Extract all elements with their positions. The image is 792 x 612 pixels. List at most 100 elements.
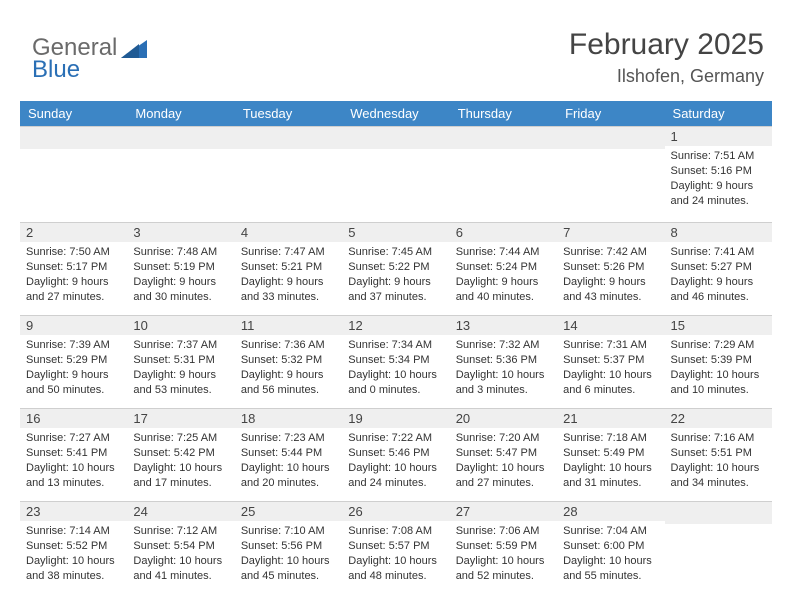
empty-day-number (342, 127, 449, 149)
day-cell: 11Sunrise: 7:36 AMSunset: 5:32 PMDayligh… (235, 316, 342, 409)
day-cell (127, 127, 234, 223)
day-cell: 3Sunrise: 7:48 AMSunset: 5:19 PMDaylight… (127, 223, 234, 316)
daylight-text: Daylight: 9 hours and 43 minutes. (563, 275, 658, 305)
daylight-text: Daylight: 9 hours and 27 minutes. (26, 275, 121, 305)
day-cell: 19Sunrise: 7:22 AMSunset: 5:46 PMDayligh… (342, 409, 449, 502)
sunrise-text: Sunrise: 7:50 AM (26, 245, 121, 260)
sunrise-text: Sunrise: 7:27 AM (26, 431, 121, 446)
sunset-text: Sunset: 5:51 PM (671, 446, 766, 461)
daylight-text: Daylight: 10 hours and 34 minutes. (671, 461, 766, 491)
day-number: 7 (557, 223, 664, 242)
daylight-text: Daylight: 9 hours and 40 minutes. (456, 275, 551, 305)
sunrise-text: Sunrise: 7:32 AM (456, 338, 551, 353)
sunset-text: Sunset: 5:22 PM (348, 260, 443, 275)
daylight-text: Daylight: 10 hours and 31 minutes. (563, 461, 658, 491)
sunset-text: Sunset: 5:47 PM (456, 446, 551, 461)
daylight-text: Daylight: 10 hours and 13 minutes. (26, 461, 121, 491)
sunset-text: Sunset: 5:17 PM (26, 260, 121, 275)
day-body: Sunrise: 7:22 AMSunset: 5:46 PMDaylight:… (342, 428, 449, 501)
day-body: Sunrise: 7:44 AMSunset: 5:24 PMDaylight:… (450, 242, 557, 315)
day-cell: 4Sunrise: 7:47 AMSunset: 5:21 PMDaylight… (235, 223, 342, 316)
day-number: 20 (450, 409, 557, 428)
sunset-text: Sunset: 5:49 PM (563, 446, 658, 461)
day-number: 1 (665, 127, 772, 146)
day-cell (665, 502, 772, 598)
daylight-text: Daylight: 10 hours and 17 minutes. (133, 461, 228, 491)
week-row: 23Sunrise: 7:14 AMSunset: 5:52 PMDayligh… (20, 502, 772, 598)
sunset-text: Sunset: 5:29 PM (26, 353, 121, 368)
day-cell: 26Sunrise: 7:08 AMSunset: 5:57 PMDayligh… (342, 502, 449, 598)
daylight-text: Daylight: 9 hours and 33 minutes. (241, 275, 336, 305)
empty-day-body (127, 149, 234, 222)
day-cell: 22Sunrise: 7:16 AMSunset: 5:51 PMDayligh… (665, 409, 772, 502)
calendar-page: General February 2025 Ilshofen, Germany … (0, 0, 792, 612)
day-cell: 25Sunrise: 7:10 AMSunset: 5:56 PMDayligh… (235, 502, 342, 598)
sunrise-text: Sunrise: 7:25 AM (133, 431, 228, 446)
day-body: Sunrise: 7:31 AMSunset: 5:37 PMDaylight:… (557, 335, 664, 408)
day-cell: 12Sunrise: 7:34 AMSunset: 5:34 PMDayligh… (342, 316, 449, 409)
empty-day-body (235, 149, 342, 222)
day-number: 6 (450, 223, 557, 242)
day-cell (20, 127, 127, 223)
day-body: Sunrise: 7:39 AMSunset: 5:29 PMDaylight:… (20, 335, 127, 408)
empty-day-body (450, 149, 557, 222)
daylight-text: Daylight: 9 hours and 56 minutes. (241, 368, 336, 398)
day-cell: 13Sunrise: 7:32 AMSunset: 5:36 PMDayligh… (450, 316, 557, 409)
sunset-text: Sunset: 5:37 PM (563, 353, 658, 368)
sunrise-text: Sunrise: 7:44 AM (456, 245, 551, 260)
day-number: 24 (127, 502, 234, 521)
sunset-text: Sunset: 5:36 PM (456, 353, 551, 368)
sunrise-text: Sunrise: 7:22 AM (348, 431, 443, 446)
day-number: 2 (20, 223, 127, 242)
day-header-row: Sunday Monday Tuesday Wednesday Thursday… (20, 101, 772, 127)
day-body: Sunrise: 7:12 AMSunset: 5:54 PMDaylight:… (127, 521, 234, 594)
sunset-text: Sunset: 5:46 PM (348, 446, 443, 461)
day-number: 18 (235, 409, 342, 428)
day-number: 26 (342, 502, 449, 521)
day-body: Sunrise: 7:16 AMSunset: 5:51 PMDaylight:… (665, 428, 772, 501)
day-cell: 14Sunrise: 7:31 AMSunset: 5:37 PMDayligh… (557, 316, 664, 409)
daylight-text: Daylight: 9 hours and 37 minutes. (348, 275, 443, 305)
day-header: Monday (127, 101, 234, 127)
day-cell: 9Sunrise: 7:39 AMSunset: 5:29 PMDaylight… (20, 316, 127, 409)
sunrise-text: Sunrise: 7:47 AM (241, 245, 336, 260)
day-body: Sunrise: 7:06 AMSunset: 5:59 PMDaylight:… (450, 521, 557, 594)
sunrise-text: Sunrise: 7:29 AM (671, 338, 766, 353)
day-number: 11 (235, 316, 342, 335)
day-cell: 23Sunrise: 7:14 AMSunset: 5:52 PMDayligh… (20, 502, 127, 598)
daylight-text: Daylight: 10 hours and 48 minutes. (348, 554, 443, 584)
day-number: 15 (665, 316, 772, 335)
day-body: Sunrise: 7:42 AMSunset: 5:26 PMDaylight:… (557, 242, 664, 315)
sunrise-text: Sunrise: 7:36 AM (241, 338, 336, 353)
sunset-text: Sunset: 5:32 PM (241, 353, 336, 368)
day-header: Friday (557, 101, 664, 127)
daylight-text: Daylight: 9 hours and 50 minutes. (26, 368, 121, 398)
day-number: 16 (20, 409, 127, 428)
sunset-text: Sunset: 5:42 PM (133, 446, 228, 461)
daylight-text: Daylight: 10 hours and 10 minutes. (671, 368, 766, 398)
daylight-text: Daylight: 9 hours and 53 minutes. (133, 368, 228, 398)
daylight-text: Daylight: 10 hours and 27 minutes. (456, 461, 551, 491)
day-body: Sunrise: 7:10 AMSunset: 5:56 PMDaylight:… (235, 521, 342, 594)
sunset-text: Sunset: 5:57 PM (348, 539, 443, 554)
day-cell (557, 127, 664, 223)
sunset-text: Sunset: 5:39 PM (671, 353, 766, 368)
day-header: Wednesday (342, 101, 449, 127)
day-cell: 17Sunrise: 7:25 AMSunset: 5:42 PMDayligh… (127, 409, 234, 502)
brand-part2-wrap: Blue (32, 56, 80, 84)
sunset-text: Sunset: 5:27 PM (671, 260, 766, 275)
sunrise-text: Sunrise: 7:31 AM (563, 338, 658, 353)
day-body: Sunrise: 7:41 AMSunset: 5:27 PMDaylight:… (665, 242, 772, 315)
week-row: 1Sunrise: 7:51 AMSunset: 5:16 PMDaylight… (20, 127, 772, 223)
week-row: 16Sunrise: 7:27 AMSunset: 5:41 PMDayligh… (20, 409, 772, 502)
title-block: February 2025 Ilshofen, Germany (569, 28, 764, 87)
day-cell: 15Sunrise: 7:29 AMSunset: 5:39 PMDayligh… (665, 316, 772, 409)
day-body: Sunrise: 7:36 AMSunset: 5:32 PMDaylight:… (235, 335, 342, 408)
day-header: Thursday (450, 101, 557, 127)
day-number: 10 (127, 316, 234, 335)
day-body: Sunrise: 7:29 AMSunset: 5:39 PMDaylight:… (665, 335, 772, 408)
day-cell: 27Sunrise: 7:06 AMSunset: 5:59 PMDayligh… (450, 502, 557, 598)
sunset-text: Sunset: 5:19 PM (133, 260, 228, 275)
sunrise-text: Sunrise: 7:39 AM (26, 338, 121, 353)
sunrise-text: Sunrise: 7:04 AM (563, 524, 658, 539)
